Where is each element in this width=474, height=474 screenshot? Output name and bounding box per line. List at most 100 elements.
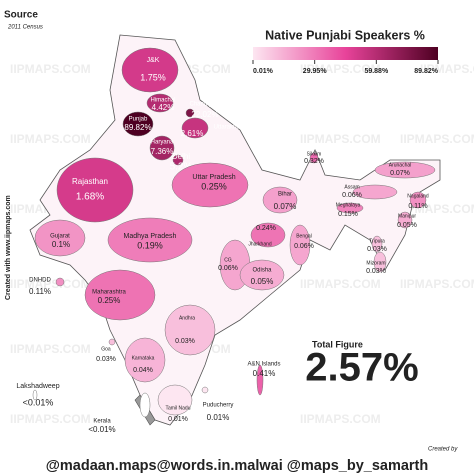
- region-name: A&N Islands: [247, 362, 280, 368]
- region-fill: [397, 211, 413, 229]
- region-name: Kerala: [93, 419, 111, 425]
- region-name: Meghalaya: [336, 202, 361, 208]
- region-fill: [56, 157, 134, 223]
- region-fill: [201, 386, 209, 394]
- region-name: Odisha: [252, 268, 272, 274]
- region-value: 0.1%: [52, 240, 70, 249]
- region-name: Madhya Pradesh: [124, 233, 177, 240]
- region-fill: [55, 277, 65, 287]
- total-value: 2.57%: [305, 346, 418, 390]
- region-value: <0.01%: [88, 425, 115, 434]
- side-label: Created with www.iipmaps.com: [5, 195, 12, 300]
- region-value: 2.61%: [181, 129, 204, 138]
- region-name: Gujarat: [50, 234, 70, 240]
- region-fill: [157, 384, 193, 416]
- legend-tick-label: 29.95%: [303, 68, 328, 75]
- region-name: Jharkhand: [248, 241, 272, 247]
- watermark: IIPMAPS.COM: [400, 132, 474, 146]
- region-value: 0.19%: [137, 240, 163, 250]
- region-value: 0.06%: [294, 243, 314, 250]
- legend-tick-label: 59.88%: [364, 68, 389, 75]
- region-name: Tamil Nadu: [165, 405, 190, 411]
- region-name: Mizoram: [366, 260, 385, 266]
- region-fill: [146, 93, 174, 113]
- region-name: Goa: [101, 346, 111, 352]
- region-fill: [172, 154, 184, 166]
- region-fill: [185, 108, 195, 118]
- region-fill: [371, 235, 383, 253]
- legend-tick-label: 0.01%: [253, 68, 274, 75]
- region-value: 5.2%: [170, 162, 193, 173]
- region-fill: [122, 111, 154, 137]
- region-name: Haryana: [151, 140, 174, 146]
- region-value: 1.75%: [140, 72, 166, 82]
- region-name: Lakshadweep: [16, 383, 59, 390]
- region-name: Uttar Pradesh: [192, 174, 235, 181]
- region-fill: [409, 191, 427, 209]
- region-name: Manipur: [398, 213, 416, 219]
- watermark: IIPMAPS.COM: [300, 132, 381, 146]
- region-fill: [262, 186, 298, 214]
- footer: @madaan.maps@words.in.malwai @maps_by_sa…: [46, 458, 429, 474]
- watermark: IIPMAPS.COM: [420, 62, 474, 76]
- total-label: Total Figure: [312, 339, 363, 349]
- region-fill: [181, 117, 209, 139]
- region-value: 0.05%: [397, 222, 417, 229]
- watermark: IIPMAPS.COM: [10, 62, 91, 76]
- region-value: 0.06%: [342, 192, 362, 199]
- region-value: <0.01%: [23, 397, 54, 407]
- region-name: J&K: [147, 57, 160, 64]
- region-fill: [121, 47, 179, 93]
- region-fill: [250, 222, 286, 248]
- region-name: Himachal: [150, 98, 175, 104]
- source-subtitle: 2011 Census: [7, 25, 43, 31]
- watermark: IIPMAPS.COM: [300, 277, 381, 291]
- legend-title: Native Punjabi Speakers %: [265, 28, 425, 42]
- region-fill: [289, 224, 311, 266]
- region-fill: [309, 152, 319, 164]
- region-value: 89.82%: [124, 123, 151, 132]
- region-name: Bengal: [296, 233, 312, 239]
- region-value: 0.15%: [338, 211, 358, 218]
- region-fill: [124, 337, 166, 383]
- legend-bar: [253, 47, 438, 60]
- region-value: 1.68%: [76, 192, 104, 203]
- region-name: Puducherry: [203, 403, 234, 409]
- region-value: 0.01%: [207, 413, 230, 422]
- region-fill: [84, 269, 156, 321]
- watermark: IIPMAPS.COM: [10, 277, 91, 291]
- region-name: Delhi: [172, 152, 190, 161]
- region-value: 0.03%: [367, 246, 387, 253]
- region-value: 0.07%: [274, 202, 297, 211]
- region-name: Nagaland: [407, 193, 429, 199]
- region-fill: [374, 161, 436, 179]
- region-value: 0.24%: [256, 225, 276, 232]
- region-value: 0.03%: [366, 268, 386, 275]
- region-fill: [164, 304, 216, 356]
- region-name: Arunachal: [389, 162, 412, 168]
- region-name: CG: [224, 257, 232, 263]
- region-fill: [171, 162, 249, 208]
- region-fill: [256, 364, 264, 396]
- region-fill: [373, 251, 387, 273]
- region-value: 0.25%: [201, 181, 227, 191]
- region-value: 0.11%: [408, 203, 427, 210]
- region-value: 0.03%: [175, 338, 195, 345]
- region-name: Uttarakhand: [214, 125, 247, 131]
- region-name: Chandigarh: [189, 102, 220, 108]
- watermark: IIPMAPS.COM: [10, 132, 91, 146]
- legend-ticks: 0.01% 29.95% 59.88% 89.82%: [252, 60, 439, 75]
- watermark: IIPMAPS.COM: [10, 412, 91, 426]
- region-name: Andhra: [179, 315, 195, 321]
- watermark: IIPMAPS.COM: [10, 342, 91, 356]
- credit: Created by: [428, 447, 458, 453]
- region-fill: [149, 135, 175, 161]
- region-value: 0.04%: [133, 367, 153, 374]
- watermark: IIPMAPS.COM: [300, 412, 381, 426]
- region-name: Maharashtra: [92, 290, 126, 296]
- region-fill: [34, 219, 86, 257]
- legend-tick-label: 89.82%: [414, 68, 439, 75]
- region-name: DNHDD: [29, 278, 51, 284]
- region-value: 0.11%: [29, 287, 51, 296]
